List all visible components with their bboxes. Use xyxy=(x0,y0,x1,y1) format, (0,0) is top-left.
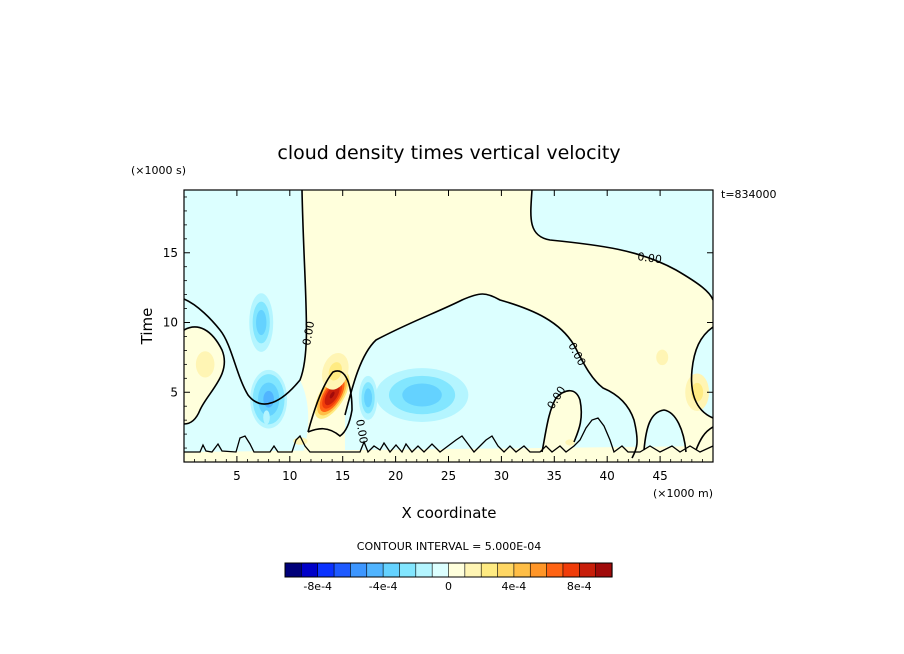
x-unit-label: (×1000 m) xyxy=(653,487,713,500)
heatmap-blob xyxy=(656,349,669,366)
colorbar-swatch xyxy=(284,562,302,578)
y-unit-label: (×1000 s) xyxy=(131,164,186,177)
colorbar-frame xyxy=(284,562,613,578)
heatmap-blob xyxy=(249,293,274,352)
contour-label-1: 0.00 xyxy=(300,320,317,346)
colorbar-swatch xyxy=(366,562,384,578)
x-tick-label: 20 xyxy=(388,469,403,483)
colorbar-tick-label: 4e-4 xyxy=(502,580,527,593)
contour-line xyxy=(643,409,687,453)
colorbar-swatch xyxy=(382,562,401,578)
colorbar-tick-label: 0 xyxy=(445,580,452,593)
contour-interval-text: CONTOUR INTERVAL = 5.000E-04 xyxy=(357,540,541,553)
heatmap-field xyxy=(184,190,713,462)
positive-region xyxy=(184,446,713,462)
heatmap-level xyxy=(661,355,664,359)
colorbar-swatch xyxy=(595,562,613,578)
heatmap-level xyxy=(366,394,370,401)
heatmap-level xyxy=(203,361,208,367)
heatmap-level xyxy=(329,391,335,399)
x-tick-label: 40 xyxy=(600,469,615,483)
zero-contour-lines xyxy=(184,190,713,459)
colorbar-tick-label: -8e-4 xyxy=(303,580,332,593)
contour-line xyxy=(690,326,713,419)
x-tick-label: 25 xyxy=(441,469,456,483)
colorbar-swatch xyxy=(333,562,351,578)
y-axis: 5 10 15 xyxy=(163,196,713,449)
x-tick-label: 10 xyxy=(282,469,297,483)
colorbar-swatch xyxy=(529,562,548,578)
colorbar-swatch xyxy=(497,562,515,578)
heatmap-level xyxy=(266,395,272,404)
x-tick-label: 30 xyxy=(494,469,509,483)
contour-line xyxy=(344,293,638,459)
colorbar-swatch xyxy=(448,562,466,578)
x-tick-label: 15 xyxy=(335,469,350,483)
contour-line xyxy=(530,190,713,301)
y-tick-label: 10 xyxy=(163,316,178,330)
contour-line xyxy=(695,426,713,451)
heatmap-level xyxy=(415,391,429,399)
colorbar-tick-label: 8e-4 xyxy=(567,580,592,593)
contour-line xyxy=(307,370,353,437)
colorbar-swatch xyxy=(562,562,580,578)
x-tick-label: 5 xyxy=(233,469,241,483)
contour-label-4: 0.00 xyxy=(353,418,370,444)
heatmap-level xyxy=(259,318,263,327)
contour-line xyxy=(184,190,308,405)
chart-title: cloud density times vertical velocity xyxy=(277,142,620,164)
contour-line xyxy=(184,326,225,425)
y-tick-label: 15 xyxy=(163,246,178,260)
timestamp-label: t=834000 xyxy=(721,188,777,201)
contour-line xyxy=(184,417,713,454)
x-tick-label: 45 xyxy=(652,469,667,483)
positive-region xyxy=(300,190,713,462)
y-tick-label: 5 xyxy=(170,385,178,399)
colorbar: -8e-4 -4e-4 0 4e-4 8e-4 xyxy=(284,562,613,593)
heatmap-level xyxy=(265,415,268,419)
colorbar-swatch xyxy=(317,562,335,578)
x-axis: 5 10 15 20 25 30 35 40 45 xyxy=(194,190,703,483)
heatmap-blob xyxy=(375,368,469,422)
colorbar-swatch xyxy=(513,562,531,578)
colorbar-swatch xyxy=(546,562,564,578)
colorbar-swatch xyxy=(399,562,417,578)
heatmap-blob xyxy=(263,410,270,425)
colorbar-swatch xyxy=(464,562,482,578)
colorbar-swatch xyxy=(350,562,368,578)
x-axis-label: X coordinate xyxy=(401,504,496,522)
heatmap-level xyxy=(695,389,700,396)
y-axis-label: Time xyxy=(138,308,156,346)
contour-line xyxy=(541,389,583,453)
colorbar-swatch xyxy=(431,562,450,578)
colorbar-swatch xyxy=(578,562,597,578)
heatmap-blob xyxy=(565,439,575,446)
x-tick-label: 35 xyxy=(547,469,562,483)
contour-label-0: 0.00 xyxy=(637,250,663,266)
colorbar-swatch xyxy=(301,562,319,578)
colorbar-swatch xyxy=(415,562,433,578)
plot-area xyxy=(184,190,713,462)
heatmap-level xyxy=(568,441,572,444)
colorbar-swatch xyxy=(480,562,499,578)
colorbar-tick-label: -4e-4 xyxy=(369,580,398,593)
heatmap-blob xyxy=(195,351,215,378)
heatmap-blob xyxy=(358,375,378,420)
heatmap-blob xyxy=(250,369,288,429)
